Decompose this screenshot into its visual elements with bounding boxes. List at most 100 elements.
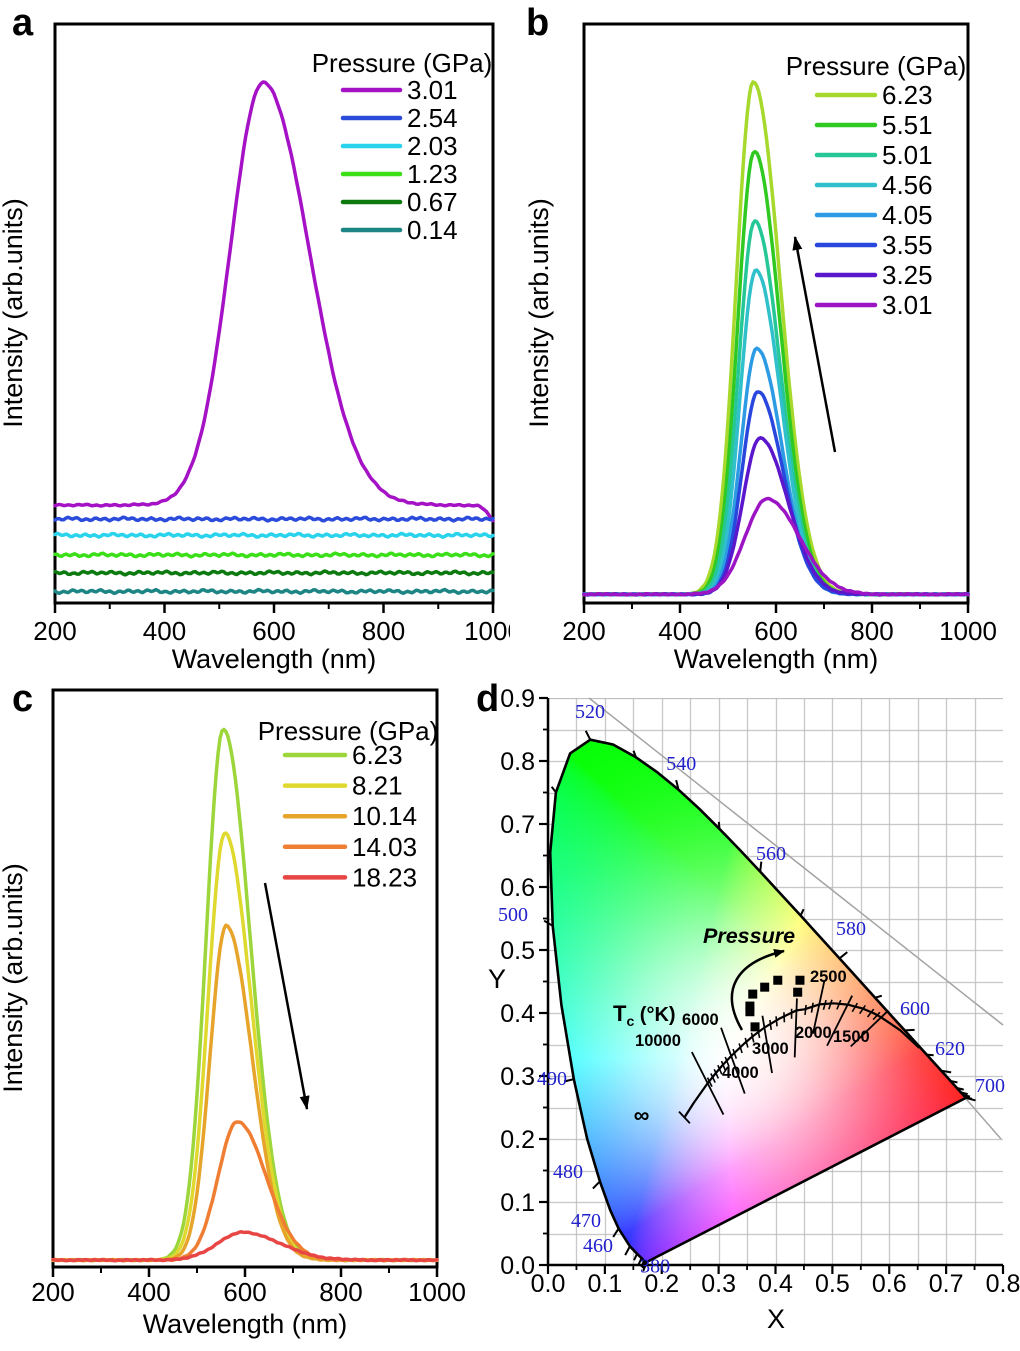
legend-item-label: 5.51 (882, 110, 933, 140)
cie-data-point (745, 1007, 755, 1017)
cie-underlay (588, 697, 1004, 1140)
legend-item-label: 1.23 (407, 159, 458, 189)
isotherm-minor-tick (717, 1064, 723, 1075)
cie-data-point (750, 1022, 760, 1032)
y-tick-label: 0.3 (500, 1063, 535, 1091)
wavelength-label-580: 580 (836, 918, 866, 940)
wavelength-label-480: 480 (553, 1161, 583, 1183)
wavelength-tick (962, 1093, 971, 1098)
cie-data-point (745, 1001, 755, 1011)
isotherm-minor-tick (836, 999, 842, 1010)
panel-a-y-axis-label: Intensity (arb.units) (0, 198, 28, 428)
panel-a: a Wavelength (nm) Intensity (arb.units) … (0, 0, 510, 680)
spectrum-curve-3.25-gpa (582, 436, 970, 597)
isotherm-minor-tick (744, 1037, 749, 1048)
cie-overlay: 0.0 0.1 0.2 0.3 0.4 0.5 0.6 0.7 0.8 0.0 0.1 0.2 0.3 0… (498, 685, 1020, 1298)
panel-c-legend-title: Pressure (GPa) (258, 716, 439, 746)
panel-c-x-axis-label: Wavelength (nm) (143, 1309, 348, 1339)
legend-item-label: 6.23 (882, 80, 933, 110)
isotherm-minor-tick (858, 1004, 866, 1015)
panel-b-spectra-chart: Wavelength (nm) Intensity (arb.units) Pr… (524, 22, 997, 674)
wavelength-tick (759, 861, 763, 872)
x-tick-label: 600 (252, 616, 295, 646)
x-tick-label: 0.7 (929, 1270, 964, 1298)
spectrum-curve-2.03-gpa (53, 531, 495, 539)
legend-item-label: 14.03 (352, 832, 417, 862)
x-tick-label: 800 (319, 1277, 362, 1307)
isotherm-minor-tick (720, 1060, 727, 1071)
isotherm-minor-tick (822, 999, 827, 1010)
x-tick-label: 0.5 (815, 1270, 850, 1298)
panel-b-letter: b (526, 2, 550, 44)
wavelength-tick (592, 1180, 601, 1190)
panel-a-x-axis-label: Wavelength (nm) (172, 644, 377, 674)
isotherm-minor-tick (738, 1043, 743, 1054)
legend-item-label: 18.23 (352, 862, 417, 892)
isotherm-minor-tick (769, 1019, 773, 1031)
legend-item-label: 0.67 (407, 187, 458, 217)
cie-data-point (760, 982, 770, 992)
spectrum-curve-1.23-gpa (53, 551, 495, 559)
panel-b-y-axis-label: Intensity (arb.units) (524, 198, 554, 428)
wavelength-tick (717, 821, 721, 829)
wavelength-tick (633, 1253, 638, 1261)
panel-b: b Wavelength (nm) Intensity (arb.units) … (510, 0, 1020, 680)
isotherm-minor-tick (872, 1011, 881, 1021)
isotherm-minor-tick (828, 999, 833, 1010)
spectrum-curve-3.55-gpa (582, 390, 970, 597)
isotherm-minor-tick (866, 1008, 875, 1018)
spectrum-curve-0.67-gpa (53, 569, 495, 577)
x-tick-label: 200 (562, 616, 605, 646)
wavelength-tick (543, 919, 554, 927)
x-tick-label: 400 (127, 1277, 170, 1307)
x-tick-label: 600 (223, 1277, 266, 1307)
color-temperature-label: Tc (°K) (613, 1001, 676, 1029)
wavelength-tick (641, 1261, 647, 1269)
cie-data-point (773, 975, 783, 985)
temperature-label-2000: 2000 (795, 1024, 832, 1042)
x-tick-label: 0.8 (986, 1270, 1020, 1298)
spectrum-curve-10.14-gpa (51, 923, 439, 1263)
wavelength-label-700: 700 (975, 1075, 1005, 1097)
tangent-line (588, 697, 1004, 1026)
x-tick-label: 200 (31, 1277, 74, 1307)
y-tick-label: 0.0 (500, 1252, 535, 1280)
isotherm-line (793, 998, 798, 1058)
planckian-locus (683, 1002, 921, 1119)
y-tick-label: 0.4 (500, 1000, 535, 1028)
temperature-label-1500: 1500 (833, 1028, 870, 1046)
pressure-trend-arrow (792, 236, 837, 453)
temperature-label-3000: 3000 (752, 1040, 789, 1058)
panel-d-y-axis-label: Y (488, 964, 506, 994)
wavelength-tick (550, 786, 557, 793)
wavelength-label-490: 490 (537, 1068, 567, 1090)
temperature-label-4000: 4000 (722, 1064, 759, 1082)
y-tick-label: 0.1 (500, 1189, 535, 1217)
isotherm-minor-tick (706, 1077, 713, 1087)
wavelength-tick (799, 908, 805, 916)
y-tick-label: 0.5 (500, 937, 535, 965)
legend-item-label: 6.23 (352, 740, 403, 770)
cie-data-point (748, 989, 758, 999)
y-tick-label: 0.9 (500, 685, 535, 713)
wavelength-tick (960, 1091, 968, 1096)
panel-a-legend-title: Pressure (GPa) (312, 48, 493, 78)
x-tick-label: 0.0 (531, 1270, 566, 1298)
isotherm-line (826, 995, 853, 1047)
spectrum-curve-4.05-gpa (582, 346, 970, 597)
isotherm-line (691, 1051, 725, 1115)
x-tick-label: 800 (850, 616, 893, 646)
pressure-direction-arrow (730, 948, 785, 1031)
temperature-label-6000: 6000 (682, 1011, 719, 1029)
wavelength-tick (941, 1069, 952, 1074)
pressure-annotation-label: Pressure (703, 924, 795, 948)
isotherm-minor-tick (713, 1069, 720, 1079)
isotherm-line (812, 979, 826, 1034)
wavelength-tick (926, 1053, 934, 1057)
y-tick-label: 0.8 (500, 748, 535, 776)
cie-data-point (793, 987, 803, 997)
wavelength-tick (584, 730, 592, 741)
legend-item-label: 3.01 (882, 290, 933, 320)
spectrum-curve-3.01-gpa (582, 496, 970, 597)
wavelength-tick (956, 1087, 964, 1091)
